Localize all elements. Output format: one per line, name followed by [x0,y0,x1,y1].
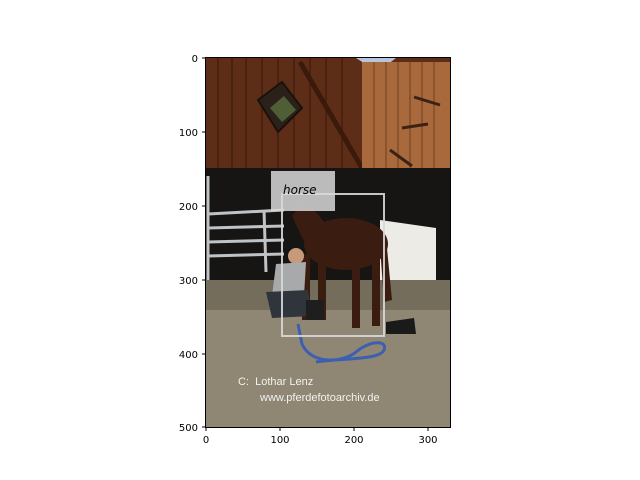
y-tick-label: 500 [179,423,198,434]
metal-gate [206,176,285,296]
horse [292,206,392,328]
hose [296,323,387,364]
x-tick-label: 100 [270,435,289,446]
watermark-line1: C: Lothar Lenz [238,376,313,388]
axes-frame [205,57,451,428]
wall-tools [389,95,441,168]
y-tick-label: 200 [179,202,198,213]
photo: C: Lothar Lenz www.pferdefotoarchiv.de [206,58,450,427]
x-axis: 0 100 200 300 [203,427,438,446]
boots [386,318,416,334]
y-tick-label: 0 [192,54,198,65]
detection-label: horse [283,183,317,197]
barn-brace [297,60,365,170]
x-tick-label: 200 [344,435,363,446]
x-tick-label: 0 [203,435,209,446]
y-axis: 0 100 200 300 400 500 [179,54,206,434]
x-tick-label: 300 [418,435,437,446]
person [266,248,324,320]
detection-label-bg [271,171,335,211]
y-tick-label: 400 [179,350,198,361]
watermark-line2: www.pferdefotoarchiv.de [259,392,380,404]
y-tick-label: 100 [179,128,198,139]
y-tick-label: 300 [179,276,198,287]
